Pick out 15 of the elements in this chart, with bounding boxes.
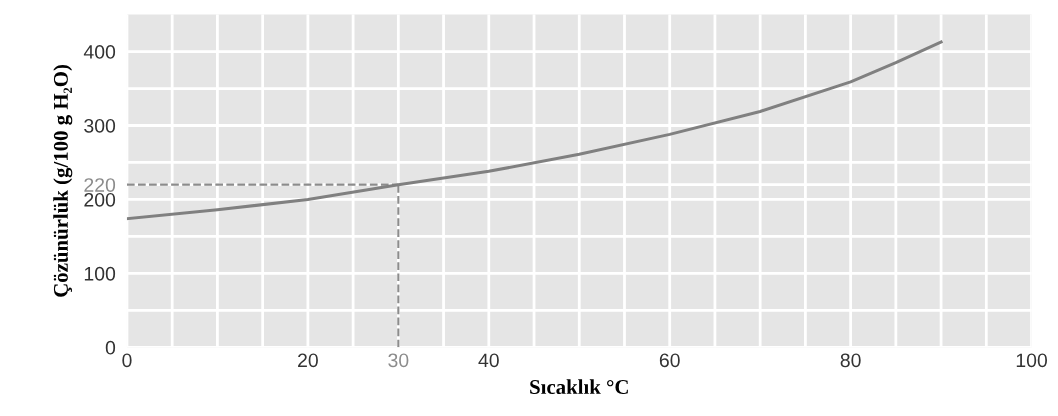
x-tick-label: 60 xyxy=(659,353,680,368)
x-tick-label: 40 xyxy=(478,353,499,368)
y-axis-title: Çözünürlük (g/100 g H₂O) xyxy=(53,65,73,297)
x-tick-label: 30 xyxy=(388,353,409,368)
y-tick-label: 0 xyxy=(105,340,116,355)
x-tick-label: 20 xyxy=(298,353,318,368)
y-tick-label: 400 xyxy=(83,45,116,59)
y-tick-label: 300 xyxy=(84,118,116,133)
y-tick-label: 200 xyxy=(84,192,116,207)
y-tick-label: 220 xyxy=(84,178,116,192)
x-tick-label: 0 xyxy=(122,353,132,368)
x-tick-label: 80 xyxy=(840,353,861,368)
x-tick-label: 100 xyxy=(1016,353,1048,368)
x-axis-title: Sıcaklık °C xyxy=(530,379,628,395)
y-tick-label: 100 xyxy=(84,266,116,281)
